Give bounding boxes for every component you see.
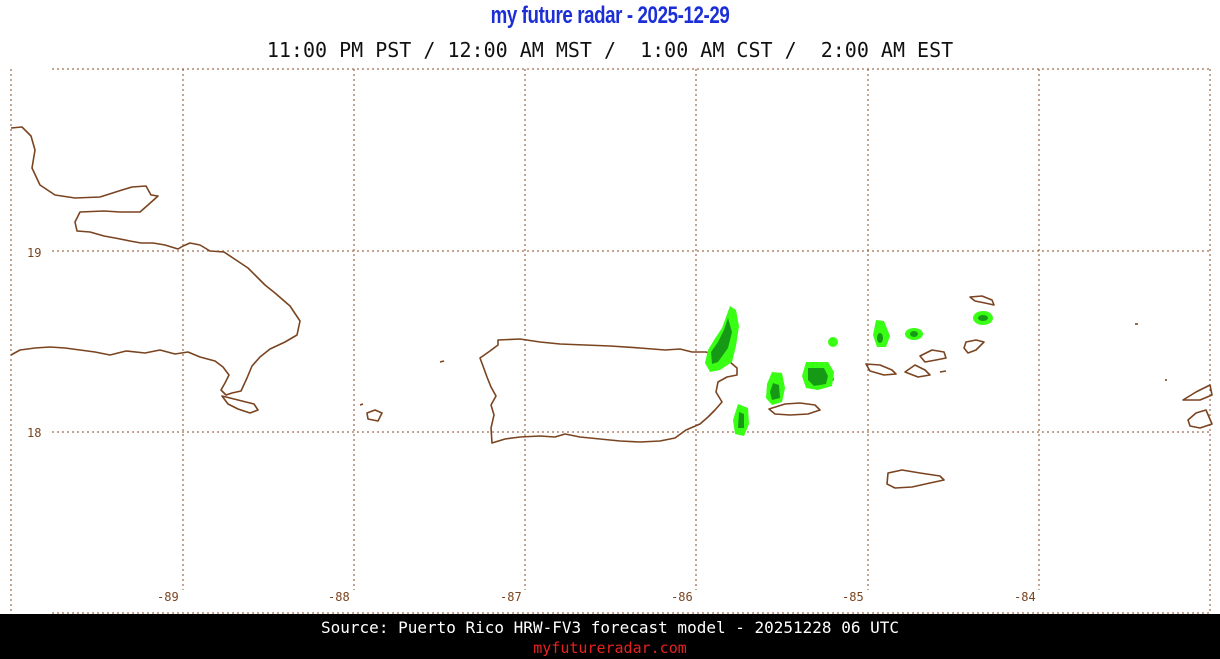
desecheo bbox=[359, 403, 364, 406]
hispaniola-southeast bbox=[221, 395, 259, 414]
radar-echoes bbox=[705, 306, 993, 436]
st-thomas bbox=[865, 363, 897, 376]
mona-island bbox=[366, 409, 383, 422]
east-island-b bbox=[1187, 409, 1213, 429]
echo-cluster-virgin-islands bbox=[873, 311, 993, 347]
virgin-gorda bbox=[963, 339, 985, 354]
vieques bbox=[768, 402, 821, 416]
lon-label-87: -87 bbox=[500, 590, 522, 604]
st-john bbox=[904, 364, 931, 378]
puerto-rico-coast bbox=[479, 338, 738, 444]
footer-bar: Source: Puerto Rico HRW-FV3 forecast mod… bbox=[0, 614, 1220, 659]
east-island-a bbox=[1182, 384, 1213, 401]
hispaniola-coast bbox=[10, 126, 301, 396]
site-link[interactable]: myfutureradar.com bbox=[533, 639, 687, 657]
coastlines bbox=[10, 126, 1213, 489]
tortola bbox=[919, 349, 947, 363]
lat-label-18: 18 bbox=[27, 426, 41, 440]
echo-cluster-culebra bbox=[802, 337, 838, 390]
radar-map: 19 18 -89 -88 -87 -86 -85 -84 bbox=[10, 68, 1213, 614]
bvi-islet-2 bbox=[939, 370, 947, 373]
map-grid bbox=[10, 68, 1212, 614]
source-text: Source: Puerto Rico HRW-FV3 forecast mod… bbox=[321, 618, 899, 637]
anegada bbox=[969, 295, 995, 306]
lon-label-86: -86 bbox=[671, 590, 693, 604]
st-croix bbox=[886, 469, 945, 489]
islet-a bbox=[439, 360, 445, 363]
lon-label-85: -85 bbox=[842, 590, 864, 604]
page-title: my future radar - 2025-12-29 bbox=[490, 2, 730, 29]
lon-label-88: -88 bbox=[328, 590, 350, 604]
lon-label-84: -84 bbox=[1014, 590, 1036, 604]
lat-label-19: 19 bbox=[27, 246, 41, 260]
lon-label-89: -89 bbox=[157, 590, 179, 604]
time-zones-line: 11:00 PM PST / 12:00 AM MST / 1:00 AM CS… bbox=[266, 38, 954, 62]
echo-cluster-east-pr bbox=[705, 306, 785, 436]
